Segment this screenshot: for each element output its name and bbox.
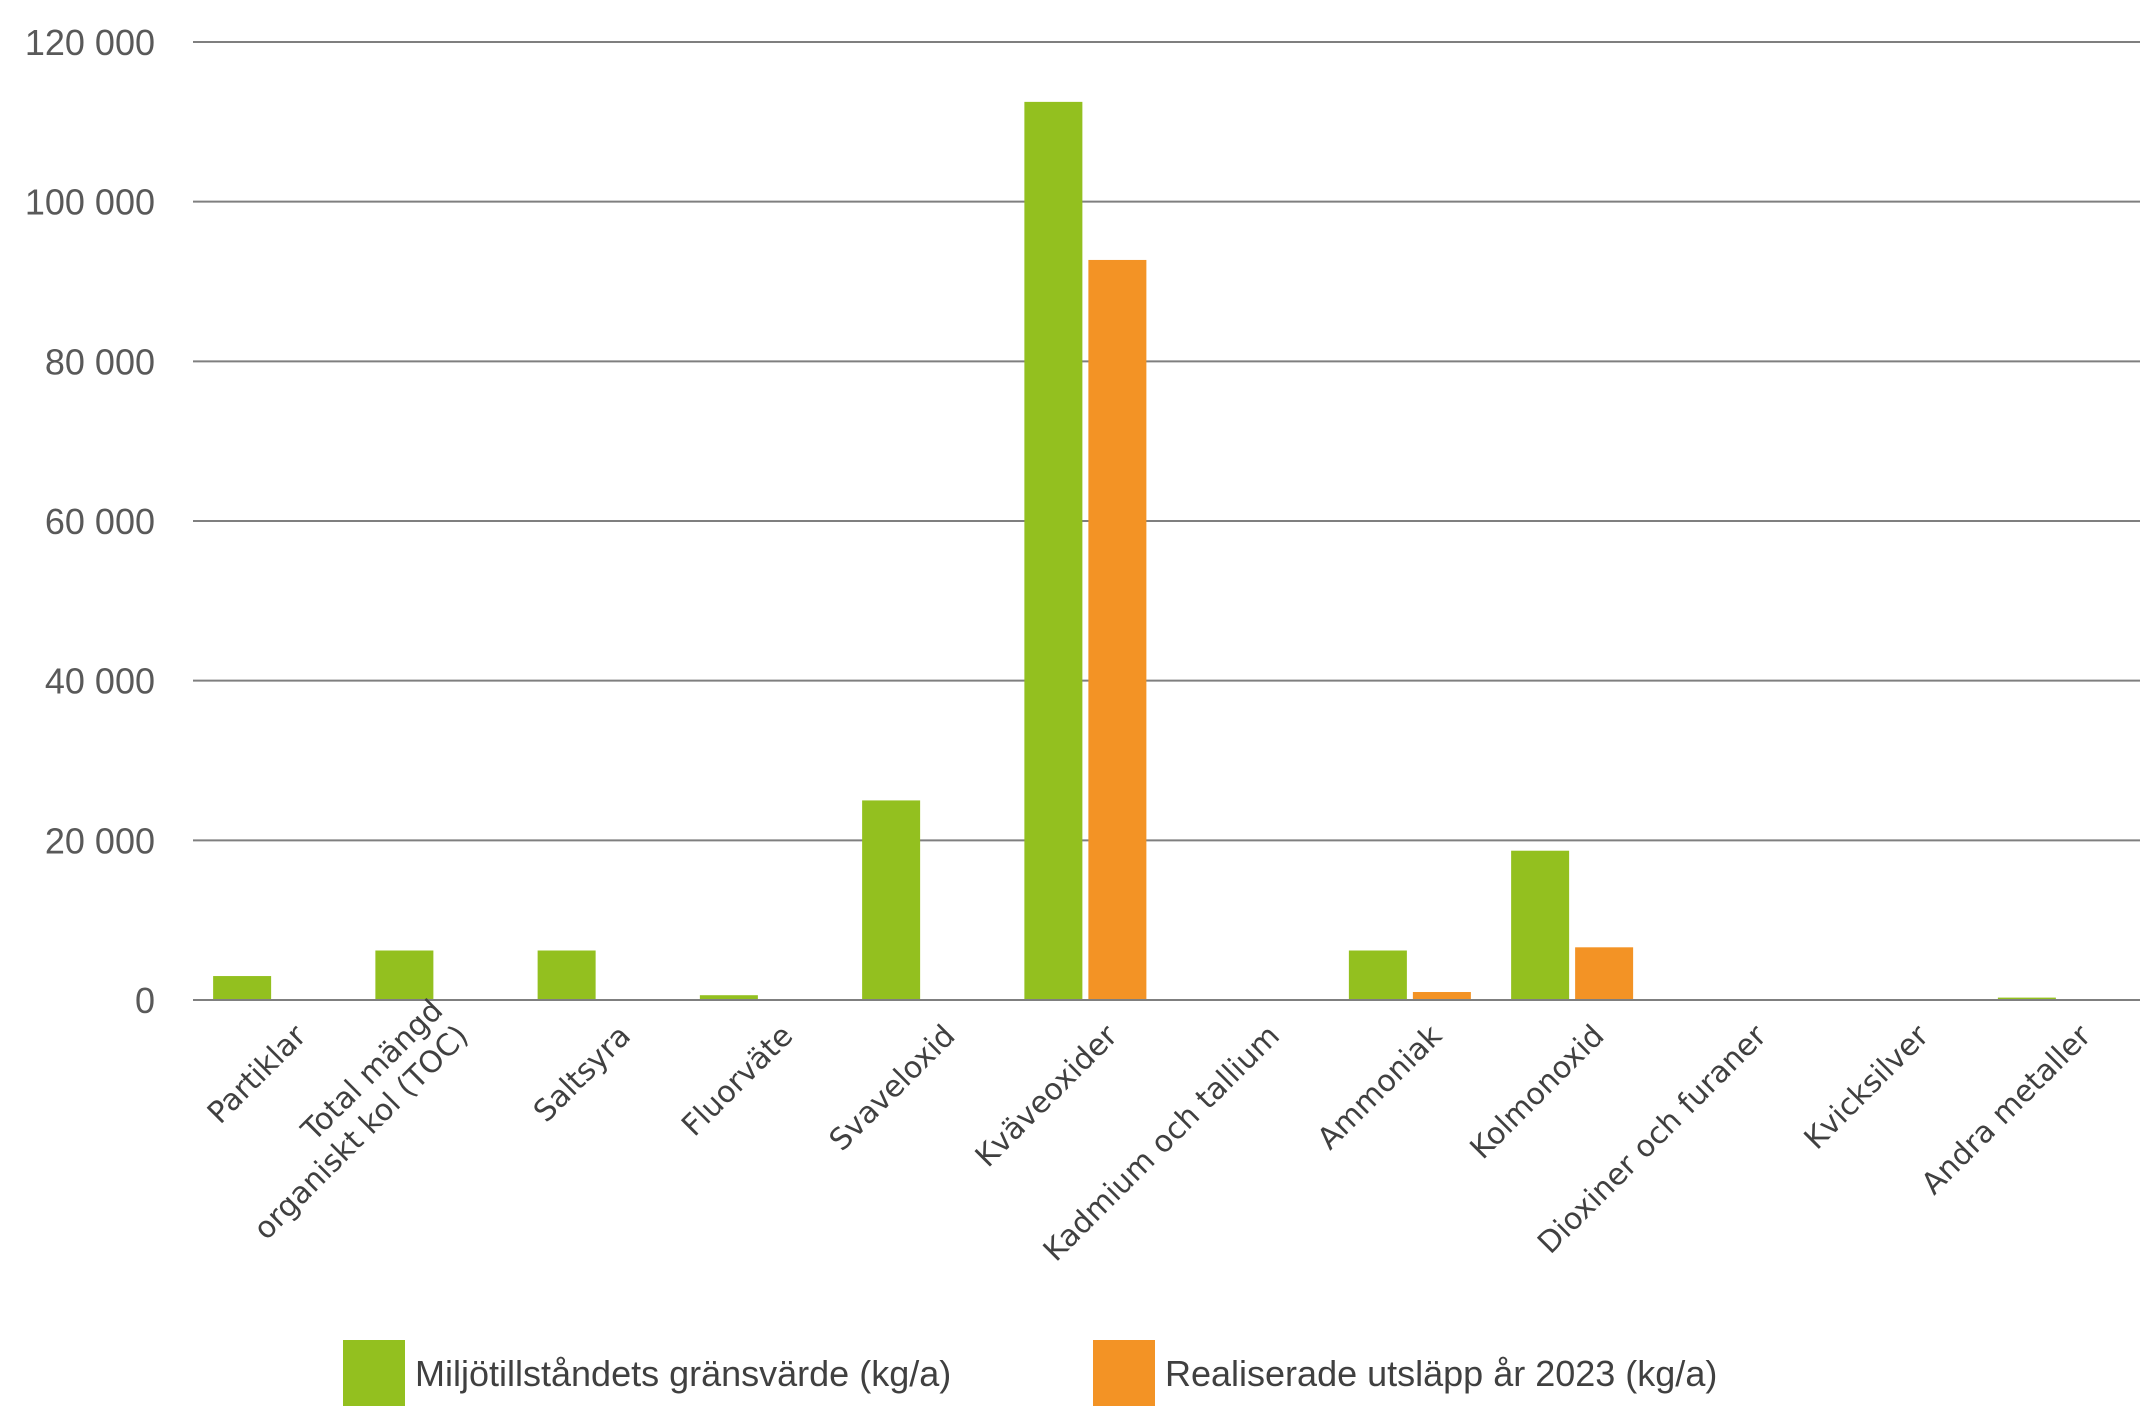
x-category-label: Andra metaller	[1915, 1018, 2099, 1202]
x-category-label: Ammoniak	[1311, 1018, 1450, 1157]
y-tick-label: 100 000	[25, 182, 155, 223]
bar	[537, 950, 596, 1000]
y-tick-label: 80 000	[45, 341, 155, 382]
y-tick-label: 60 000	[45, 501, 155, 542]
bar	[213, 976, 272, 1000]
x-category-label: Kväveoxider	[969, 1018, 1125, 1174]
bar	[699, 995, 758, 1000]
bars	[213, 101, 2120, 1000]
bar	[1088, 259, 1147, 1000]
legend-swatch	[343, 1340, 405, 1406]
x-category-label: Fluorväte	[675, 1018, 800, 1143]
x-category-label: Partiklar	[201, 1018, 314, 1131]
y-tick-label: 120 000	[25, 22, 155, 63]
legend-label: Realiserade utsläpp år 2023 (kg/a)	[1165, 1353, 1717, 1394]
bar	[1575, 947, 1634, 1000]
x-category-label: Total mängdorganiskt kol (TOC)	[222, 993, 476, 1247]
bar	[1024, 101, 1083, 1000]
bar	[375, 950, 434, 1000]
gridlines	[193, 41, 2140, 842]
y-tick-label: 40 000	[45, 661, 155, 702]
legend-swatch	[1093, 1340, 1155, 1406]
y-tick-label: 20 000	[45, 820, 155, 861]
bar	[1412, 992, 1471, 1000]
x-category-label: Kolmonoxid	[1464, 1018, 1612, 1166]
bar	[862, 800, 921, 1000]
x-category-label: Saltsyra	[527, 1018, 638, 1129]
x-category-label: Svaveloxid	[823, 1018, 963, 1158]
y-axis-tick-labels: 0 20 000 40 000 60 000 80 000 100 000 120 000	[25, 22, 155, 1021]
legend-label: Miljötillståndets gränsvärde (kg/a)	[415, 1353, 951, 1394]
bar	[1348, 950, 1407, 1000]
bar	[1511, 850, 1570, 1000]
x-category-label: Kvicksilver	[1798, 1018, 1937, 1157]
y-tick-label: 0	[135, 980, 155, 1021]
legend: Miljötillståndets gränsvärde (kg/a) Reali…	[343, 1340, 1717, 1406]
bar	[1997, 997, 2056, 1000]
